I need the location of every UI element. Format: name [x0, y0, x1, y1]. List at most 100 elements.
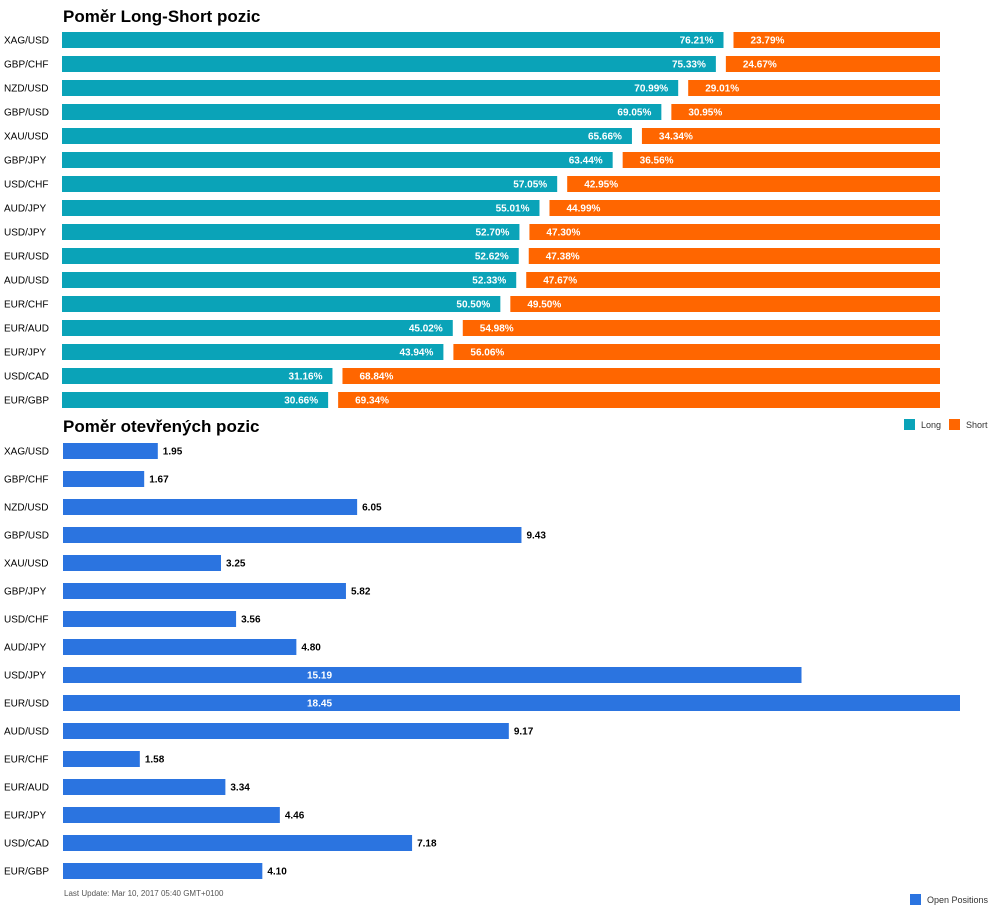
- long-value-label-xau-usd: 65.66%: [588, 132, 622, 143]
- op-category-label-eur-chf: EUR/CHF: [4, 755, 48, 766]
- short-bar-eur-aud: [462, 320, 940, 336]
- long-bar-eur-aud: [62, 320, 453, 336]
- long-value-label-eur-chf: 50.50%: [456, 300, 490, 311]
- open-positions-value-label-eur-chf: 1.58: [145, 755, 165, 766]
- open-positions-legend: Open Positions: [910, 894, 988, 905]
- short-value-label-eur-gbp: 69.34%: [355, 396, 389, 407]
- ls-category-label-usd-jpy: USD/JPY: [4, 228, 47, 239]
- long-bar-aud-usd: [62, 272, 517, 288]
- open-positions-bar-usd-chf: [63, 611, 237, 627]
- ls-category-label-eur-chf: EUR/CHF: [4, 300, 48, 311]
- ls-category-label-eur-aud: EUR/AUD: [4, 324, 49, 335]
- legend-swatch-short: [949, 419, 961, 430]
- short-bar-eur-jpy: [453, 344, 940, 360]
- short-bar-xag-usd: [733, 32, 940, 48]
- op-category-label-aud-jpy: AUD/JPY: [4, 643, 47, 654]
- ls-category-label-usd-chf: USD/CHF: [4, 180, 48, 191]
- long-value-label-xag-usd: 76.21%: [680, 36, 714, 47]
- short-value-label-gbp-jpy: 36.56%: [640, 156, 674, 167]
- open-positions-value-label-xau-usd: 3.25: [226, 559, 246, 570]
- long-short-chart-title: Poměr Long-Short pozic: [63, 7, 261, 26]
- open-positions-value-label-gbp-jpy: 5.82: [351, 587, 371, 598]
- short-value-label-usd-cad: 68.84%: [359, 372, 393, 383]
- long-short-legend: Long Short: [904, 419, 990, 430]
- short-bar-gbp-chf: [725, 56, 940, 72]
- long-bar-eur-chf: [62, 296, 501, 312]
- op-category-label-gbp-usd: GBP/USD: [4, 531, 49, 542]
- short-bar-eur-gbp: [338, 392, 941, 408]
- short-value-label-aud-jpy: 44.99%: [566, 204, 600, 215]
- short-bar-usd-jpy: [529, 224, 940, 240]
- long-bar-eur-usd: [62, 248, 519, 264]
- long-bar-gbp-chf: [62, 56, 716, 72]
- ls-category-label-gbp-jpy: GBP/JPY: [4, 156, 47, 167]
- open-positions-bar-eur-chf: [63, 751, 140, 767]
- open-positions-bar-eur-aud: [63, 779, 226, 795]
- ls-category-label-nzd-usd: NZD/USD: [4, 84, 48, 95]
- legend-swatch-open: [910, 894, 921, 905]
- long-value-label-usd-cad: 31.16%: [289, 372, 323, 383]
- long-bar-gbp-usd: [62, 104, 662, 120]
- short-value-label-gbp-chf: 24.67%: [743, 60, 777, 71]
- short-bar-aud-jpy: [549, 200, 940, 216]
- short-value-label-eur-usd: 47.38%: [546, 252, 580, 263]
- long-bar-usd-chf: [62, 176, 558, 192]
- op-category-label-usd-chf: USD/CHF: [4, 615, 48, 626]
- ls-category-label-xag-usd: XAG/USD: [4, 36, 49, 47]
- short-value-label-xau-usd: 34.34%: [659, 132, 693, 143]
- short-bar-gbp-usd: [671, 104, 940, 120]
- ls-category-label-gbp-usd: GBP/USD: [4, 108, 49, 119]
- long-value-label-nzd-usd: 70.99%: [634, 84, 668, 95]
- open-positions-value-label-usd-cad: 7.18: [417, 839, 437, 850]
- op-category-label-xag-usd: XAG/USD: [4, 447, 49, 458]
- short-bar-eur-usd: [528, 248, 940, 264]
- op-category-label-gbp-chf: GBP/CHF: [4, 475, 48, 486]
- short-value-label-gbp-usd: 30.95%: [688, 108, 722, 119]
- op-category-label-xau-usd: XAU/USD: [4, 559, 48, 570]
- ls-category-label-eur-jpy: EUR/JPY: [4, 348, 47, 359]
- long-bar-usd-jpy: [62, 224, 520, 240]
- last-update-text: Last Update: Mar 10, 2017 05:40 GMT+0100: [64, 889, 224, 898]
- long-value-label-gbp-jpy: 63.44%: [569, 156, 603, 167]
- open-positions-bar-xau-usd: [63, 555, 222, 571]
- legend-label-long: Long: [921, 419, 942, 430]
- open-positions-value-label-usd-chf: 3.56: [241, 615, 261, 626]
- open-positions-bar-gbp-chf: [63, 471, 145, 487]
- op-category-label-eur-aud: EUR/AUD: [4, 783, 49, 794]
- open-positions-bar-aud-usd: [63, 723, 509, 739]
- long-value-label-eur-usd: 52.62%: [475, 252, 509, 263]
- open-positions-bar-nzd-usd: [63, 499, 358, 515]
- open-positions-value-label-eur-jpy: 4.46: [285, 811, 305, 822]
- short-bar-usd-cad: [342, 368, 940, 384]
- ls-category-label-usd-cad: USD/CAD: [4, 372, 49, 383]
- legend-label-open: Open Positions: [927, 894, 989, 905]
- long-value-label-eur-jpy: 43.94%: [399, 348, 433, 359]
- long-value-label-usd-chf: 57.05%: [513, 180, 547, 191]
- short-value-label-xag-usd: 23.79%: [751, 36, 785, 47]
- short-bar-eur-chf: [510, 296, 940, 312]
- open-positions-value-label-eur-usd: 18.45: [307, 699, 332, 710]
- op-category-label-eur-gbp: EUR/GBP: [4, 867, 49, 878]
- short-bar-aud-usd: [526, 272, 940, 288]
- long-bar-xag-usd: [62, 32, 724, 48]
- long-value-label-gbp-usd: 69.05%: [617, 108, 651, 119]
- open-positions-bar-eur-gbp: [63, 863, 263, 879]
- short-value-label-eur-jpy: 56.06%: [470, 348, 504, 359]
- open-positions-bar-eur-usd: [63, 695, 960, 711]
- legend-item-short: Short: [949, 419, 988, 430]
- short-value-label-usd-jpy: 47.30%: [546, 228, 580, 239]
- long-bar-usd-cad: [62, 368, 333, 384]
- long-value-label-aud-usd: 52.33%: [472, 276, 506, 287]
- open-positions-value-label-xag-usd: 1.95: [163, 447, 183, 458]
- short-value-label-eur-chf: 49.50%: [527, 300, 561, 311]
- legend-item-long: Long: [904, 419, 941, 430]
- op-category-label-aud-usd: AUD/USD: [4, 727, 49, 738]
- short-value-label-usd-chf: 42.95%: [584, 180, 618, 191]
- long-bar-eur-gbp: [62, 392, 329, 408]
- open-positions-bar-gbp-jpy: [63, 583, 346, 599]
- open-positions-value-label-gbp-chf: 1.67: [149, 475, 169, 486]
- open-positions-value-label-nzd-usd: 6.05: [362, 503, 382, 514]
- op-category-label-gbp-jpy: GBP/JPY: [4, 587, 47, 598]
- short-bar-nzd-usd: [688, 80, 940, 96]
- long-value-label-eur-aud: 45.02%: [409, 324, 443, 335]
